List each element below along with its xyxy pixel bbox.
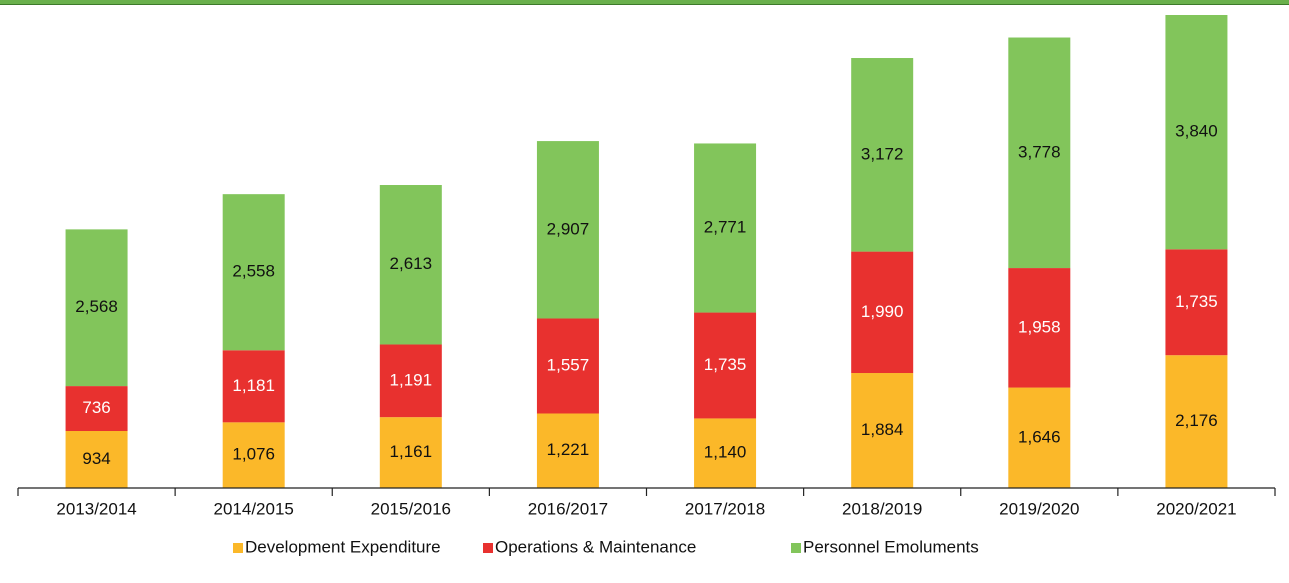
- data-label: 1,161: [390, 442, 433, 461]
- data-label: 1,191: [390, 370, 433, 389]
- data-label: 1,884: [861, 420, 904, 439]
- x-tick-label: 2018/2019: [842, 499, 922, 518]
- data-label: 1,181: [232, 376, 275, 395]
- data-label: 736: [82, 398, 110, 417]
- data-label: 1,221: [547, 440, 590, 459]
- x-tick-label: 2013/2014: [56, 499, 136, 518]
- data-label: 1,990: [861, 302, 904, 321]
- bar-segment: [222, 422, 285, 488]
- data-label: 1,958: [1018, 317, 1061, 336]
- data-label: 2,613: [390, 254, 433, 273]
- bar-segment: [379, 185, 442, 345]
- bar-segment: [536, 141, 599, 319]
- data-label: 2,176: [1175, 411, 1218, 430]
- x-tick-label: 2015/2016: [371, 499, 451, 518]
- legend-swatch: [483, 543, 493, 553]
- data-label: 3,840: [1175, 122, 1218, 141]
- top-band: [0, 0, 1289, 4]
- bar-segment: [1165, 249, 1228, 356]
- bar-segment: [1008, 37, 1071, 269]
- bar-segment: [1008, 268, 1071, 388]
- data-label: 934: [82, 449, 110, 468]
- data-label: 1,735: [1175, 292, 1218, 311]
- x-tick-label: 2019/2020: [999, 499, 1079, 518]
- bar-segment: [851, 251, 914, 374]
- bar-segment: [379, 344, 442, 418]
- bar-segment: [222, 350, 285, 423]
- legend-label: Personnel Emoluments: [803, 537, 979, 556]
- bar-segment: [379, 417, 442, 488]
- data-label: 1,140: [704, 443, 747, 462]
- x-tick-label: 2017/2018: [685, 499, 765, 518]
- bar-segment: [694, 418, 757, 488]
- bar-segment: [65, 229, 128, 387]
- x-tick-label: 2016/2017: [528, 499, 608, 518]
- x-tick-label: 2014/2015: [214, 499, 294, 518]
- data-label: 2,771: [704, 217, 747, 236]
- legend-swatch: [791, 543, 801, 553]
- bar-segment: [536, 318, 599, 414]
- legend-swatch: [233, 543, 243, 553]
- bar-segment: [1008, 387, 1071, 488]
- legend-label: Operations & Maintenance: [495, 537, 696, 556]
- legend-label: Development Expenditure: [245, 537, 441, 556]
- bar-segment: [851, 58, 914, 252]
- bar-segment: [694, 143, 757, 313]
- bar-segment: [65, 431, 128, 488]
- x-tick-label: 2020/2021: [1156, 499, 1236, 518]
- bar-segment: [1165, 355, 1228, 488]
- data-label: 1,735: [704, 355, 747, 374]
- bar-segment: [1165, 15, 1228, 250]
- data-label: 3,778: [1018, 142, 1061, 161]
- bar-segment: [536, 413, 599, 488]
- data-label: 1,646: [1018, 427, 1061, 446]
- data-label: 1,557: [547, 355, 590, 374]
- bar-segment: [222, 194, 285, 351]
- bar-segment: [694, 312, 757, 419]
- data-label: 3,172: [861, 144, 904, 163]
- data-label: 2,568: [75, 297, 118, 316]
- bar-segment: [851, 373, 914, 488]
- data-label: 2,558: [232, 262, 275, 281]
- data-label: 2,907: [547, 219, 590, 238]
- bar-segment: [65, 386, 128, 432]
- data-label: 1,076: [232, 445, 275, 464]
